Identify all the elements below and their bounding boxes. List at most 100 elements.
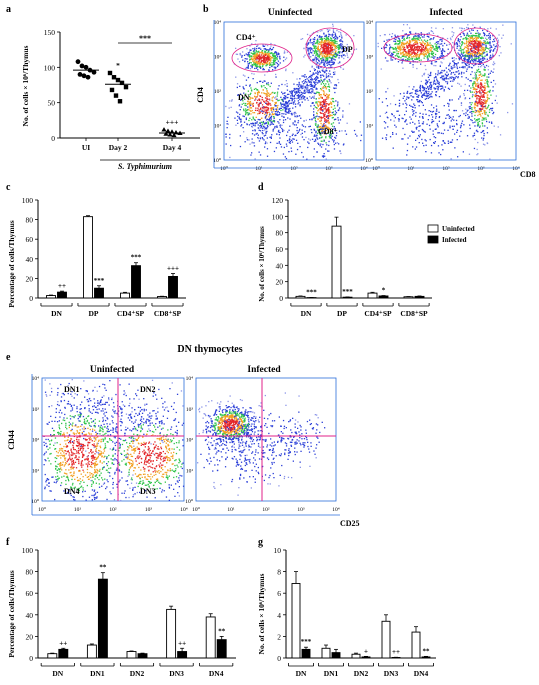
panel-b-infected-dot — [421, 102, 423, 104]
panel-b-uninfected-dot — [275, 147, 277, 149]
panel-b-uninfected-dot — [333, 43, 335, 45]
bar-ytick-label: 20 — [276, 278, 284, 287]
panel-b-infected-dot — [400, 57, 402, 59]
panel-b-infected-dot — [381, 137, 384, 139]
panel-b-uninfected-dot — [276, 142, 278, 144]
panel-b-infected-dot — [399, 42, 401, 44]
panel-b-uninfected-dot — [245, 108, 247, 110]
panel-b-infected-dot — [479, 34, 481, 36]
panel-b-infected-dot — [492, 64, 495, 66]
panel-b-infected-dot — [387, 126, 389, 128]
panel-b-infected-dot — [471, 108, 473, 110]
panel-b-infected-dot — [418, 125, 420, 127]
panel-b-infected-dot — [420, 43, 423, 45]
panel-b-uninfected-dot — [314, 46, 316, 48]
panel-b-infected-dot — [448, 68, 450, 71]
panel-b-uninfected-dot — [239, 109, 241, 111]
panel-b-uninfected-dot — [240, 118, 242, 121]
panel-b-infected-dot — [457, 76, 459, 78]
panel-b-uninfected-dot — [316, 112, 318, 114]
panel-b-infected-dot — [470, 37, 472, 40]
panel-b-infected-dot — [412, 38, 414, 41]
bar-category-label: DP — [89, 309, 99, 318]
panel-b-infected-dot — [486, 35, 488, 37]
panel-b-uninfected-dot — [328, 111, 330, 113]
panel-b-uninfected-dot — [314, 45, 316, 47]
panel-b-uninfected-dot — [255, 53, 257, 56]
panel-b-uninfected-dot — [257, 44, 259, 46]
panel-b-uninfected-dot — [267, 92, 269, 94]
bar-category-label: CD8⁺SP — [154, 309, 182, 318]
panel-b-uninfected-dot — [279, 126, 282, 128]
panel-b-uninfected-dot — [340, 33, 342, 35]
panel-b-infected-dot — [468, 58, 470, 60]
panel-b-uninfected-dot — [326, 49, 328, 51]
panel-b-plot-infected — [375, 21, 517, 161]
panel-b-infected-dot — [402, 53, 405, 55]
panel-b-gate-cd4-outline — [383, 33, 453, 63]
panel-b-uninfected-dot — [334, 38, 336, 41]
panel-b-uninfected-dot — [318, 92, 320, 94]
panel-b-infected-dot — [494, 62, 496, 65]
panel-b-uninfected-dot — [263, 100, 265, 103]
panel-b-uninfected-dot — [313, 50, 316, 52]
panel-b-uninfected-dot — [283, 103, 286, 105]
panel-b-uninfected-dot — [290, 102, 292, 104]
panel-b-infected-dot — [471, 43, 474, 45]
panel-b-infected-dot — [405, 56, 407, 58]
panel-b-infected-dot — [416, 48, 418, 50]
panel-b-uninfected-dot — [317, 125, 319, 127]
panel-b-infected-dot — [443, 105, 445, 107]
panel-b-infected-dot — [455, 119, 458, 122]
panel-b-uninfected-dot — [263, 111, 265, 113]
panel-b-uninfected-dot — [309, 34, 311, 37]
panel-b-infected-dot — [402, 46, 404, 48]
panel-b-infected-dot — [403, 50, 405, 53]
panel-b-infected-dot — [402, 55, 404, 57]
panel-b-infected-dot — [471, 57, 473, 59]
panel-b-infected-dot — [445, 117, 447, 119]
panel-b-infected-dot — [437, 126, 439, 128]
panel-b-infected-dot — [430, 62, 432, 65]
panel-b-infected-dot — [444, 86, 447, 88]
panel-b-uninfected-dot — [276, 108, 278, 110]
panel-b-uninfected-dot — [259, 154, 262, 156]
panel-b-infected-dot — [477, 57, 479, 59]
panel-b-uninfected-dot — [299, 78, 301, 80]
panel-b-infected-dot — [430, 93, 432, 95]
panel-b-uninfected-dot — [323, 59, 325, 62]
panel-b-infected-dot — [443, 50, 445, 52]
panel-b-uninfected-dot — [326, 103, 328, 105]
panel-b-uninfected-dot — [264, 54, 267, 56]
panel-e-uninfected-dot — [114, 442, 116, 444]
panel-b-infected-dot — [489, 89, 491, 91]
panel-b-infected-dot — [422, 142, 424, 144]
panel-b-infected-dot — [413, 103, 415, 105]
panel-b-infected-dot — [413, 52, 416, 54]
panel-b-uninfected-dot — [324, 40, 326, 42]
panel-b-uninfected-dot — [246, 137, 248, 139]
panel-b-infected-dot — [428, 79, 430, 81]
panel-b-uninfected-dot — [317, 46, 319, 48]
panel-b-uninfected-dot — [255, 40, 257, 42]
panel-b-infected-dot — [418, 122, 420, 124]
panel-b-uninfected-dot — [285, 80, 287, 82]
panel-b-uninfected-dot — [266, 63, 269, 65]
panel-b-infected-dot — [410, 47, 412, 49]
panel-b-infected-dot — [469, 40, 471, 42]
panel-b-uninfected-dot — [266, 59, 268, 61]
panel-b-uninfected-dot — [326, 38, 328, 40]
panel-b-uninfected-dot — [334, 59, 336, 61]
panel-b-uninfected-dot — [342, 144, 345, 146]
panel-b-infected-dot — [437, 89, 439, 91]
panel-b-uninfected-dot — [258, 47, 260, 49]
panel-b-uninfected-dot — [279, 124, 281, 127]
panel-b-infected-dot — [478, 71, 481, 73]
panel-b-uninfected-dot — [309, 139, 311, 141]
panel-b-infected-dot — [475, 119, 478, 121]
panel-b-uninfected-dot — [320, 61, 323, 64]
panel-b-uninfected-dot — [226, 123, 228, 125]
panel-b-uninfected-dot — [360, 134, 363, 136]
panel-b-uninfected-dot — [249, 143, 251, 145]
panel-b-infected-dot — [471, 29, 473, 31]
